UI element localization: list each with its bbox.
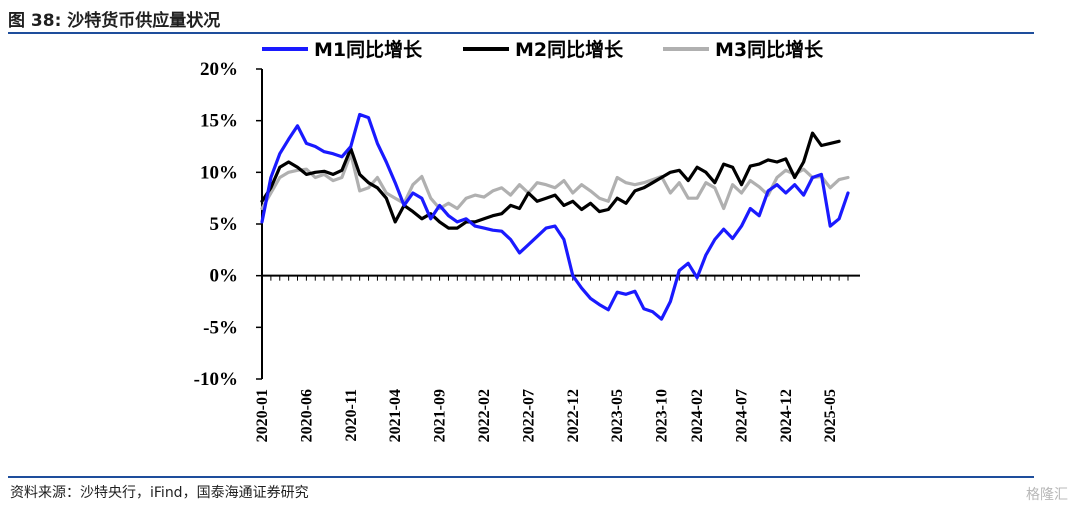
chart-axes — [261, 69, 860, 379]
bottom-rule — [8, 476, 1034, 478]
figure-title: 图 38: 沙特货币供应量状况 — [8, 11, 221, 31]
x-tick-label: 2022-07 — [520, 389, 537, 442]
x-tick-label: 2022-12 — [565, 389, 582, 442]
x-tick-label: 2021-04 — [387, 389, 404, 442]
series-line-1 — [260, 112, 850, 321]
x-tick-label: 2024-12 — [778, 389, 795, 442]
x-tick-label: 2024-07 — [733, 389, 750, 442]
x-tick-label: 2024-02 — [689, 389, 706, 442]
x-tick-label: 2020-11 — [343, 389, 360, 441]
chart-legend: M1同比增长 M2同比增长 M3同比增长 — [262, 38, 824, 61]
top-rule — [8, 32, 1034, 34]
y-tick-label: 15% — [200, 111, 238, 132]
y-axis-ticks: -10% -5% 0% 5% 10% 15% 20% — [194, 59, 262, 390]
chart-series — [260, 112, 850, 321]
x-tick-label: 2025-05 — [822, 389, 839, 442]
y-tick-label: -10% — [194, 369, 238, 390]
series-line-3 — [260, 152, 850, 211]
y-tick-label: -5% — [203, 317, 238, 338]
x-axis-ticks: 2020-01 2020-06 2020-11 2021-04 2021-09 2022-… — [254, 275, 849, 442]
y-tick-label: 5% — [210, 214, 239, 235]
series-line-2 — [260, 131, 841, 230]
y-tick-label: 20% — [200, 59, 238, 80]
legend-label: M2同比增长 — [515, 38, 624, 61]
y-tick-label: 10% — [200, 162, 238, 183]
y-tick-label: 0% — [210, 266, 239, 287]
source-note: 资料来源：沙特央行，iFind，国泰海通证券研究 — [10, 485, 309, 501]
x-tick-label: 2023-05 — [609, 389, 626, 442]
x-tick-label: 2021-09 — [432, 389, 449, 442]
x-tick-label: 2020-06 — [298, 389, 315, 442]
legend-label: M3同比增长 — [715, 38, 824, 61]
watermark-text: 格隆汇 — [1026, 487, 1068, 503]
legend-label: M1同比增长 — [314, 38, 423, 61]
x-tick-label: 2023-10 — [654, 389, 671, 442]
x-tick-label: 2022-02 — [476, 389, 493, 442]
x-tick-label: 2020-01 — [254, 389, 271, 442]
